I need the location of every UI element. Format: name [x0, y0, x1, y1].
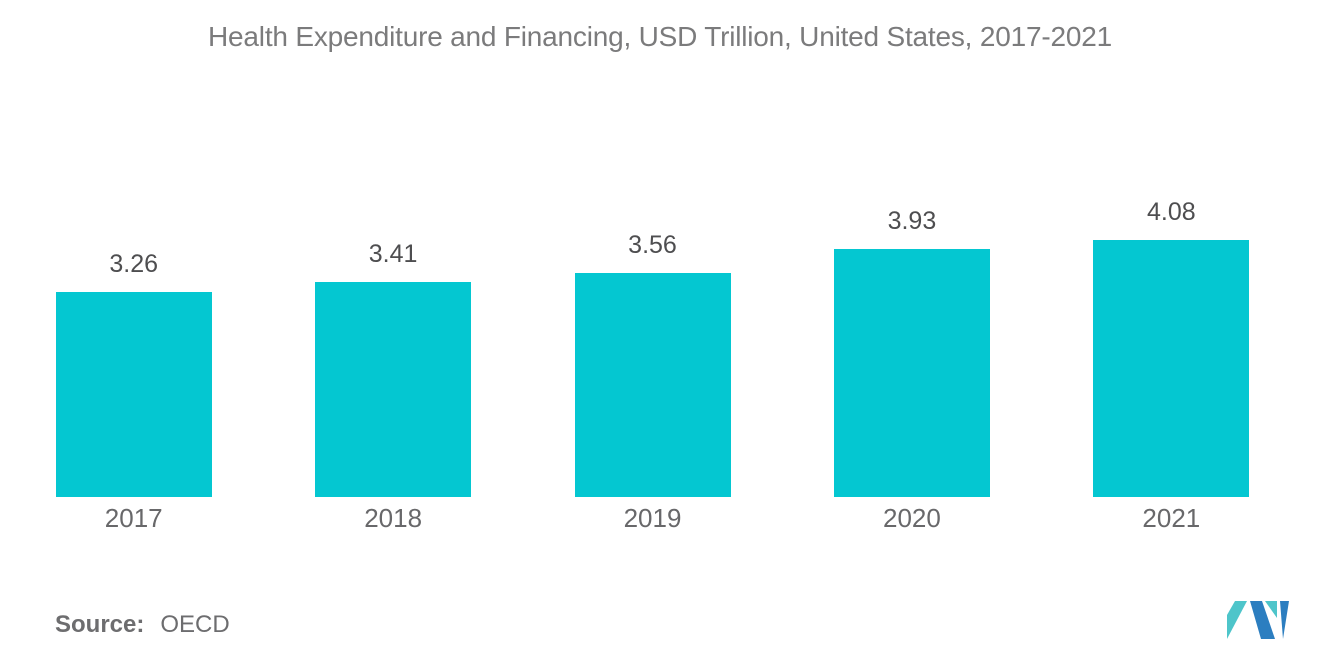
x-axis-tick-label: 2021	[1142, 503, 1201, 533]
bar-value-label: 3.26	[109, 250, 159, 278]
bar-chart: 3.26 2017 3.41 2018 3.56 2019 3.93 2020 …	[4, 0, 1301, 540]
bar-value-label: 3.56	[628, 231, 677, 259]
bar	[833, 249, 990, 497]
logo-shape-blue-diagonal	[1250, 601, 1275, 639]
logo-shape-blue-right	[1280, 601, 1289, 639]
x-axis-tick-label: 2017	[104, 503, 163, 533]
bar	[55, 292, 212, 497]
source-label: Source:	[55, 611, 145, 638]
chart-title: Health Expenditure and Financing, USD Tr…	[208, 21, 1112, 52]
bar-value-label: 4.08	[1146, 198, 1196, 226]
bar-column: 3.93 2020	[782, 0, 1041, 540]
bar-column: 3.26 2017	[4, 0, 263, 540]
logo-shape-teal-left	[1227, 601, 1247, 639]
bar-column: 4.08 2021	[1042, 0, 1301, 540]
bar-column: 3.41 2018	[263, 0, 522, 540]
x-axis-tick-label: 2020	[883, 503, 941, 533]
bar	[1093, 240, 1250, 497]
source-value: OECD	[160, 611, 230, 638]
x-axis-tick-label: 2018	[364, 503, 423, 533]
source-line: Source: OECD	[55, 611, 230, 639]
bar-value-label: 3.93	[887, 207, 937, 235]
logo-shape-teal-triangle	[1265, 601, 1277, 618]
bar	[574, 273, 731, 497]
bar-value-label: 3.41	[368, 240, 418, 268]
x-axis-tick-label: 2019	[623, 503, 682, 533]
bar-column: 3.56 2019	[523, 0, 782, 540]
bar	[315, 282, 472, 497]
mordor-intelligence-logo	[1227, 601, 1289, 639]
